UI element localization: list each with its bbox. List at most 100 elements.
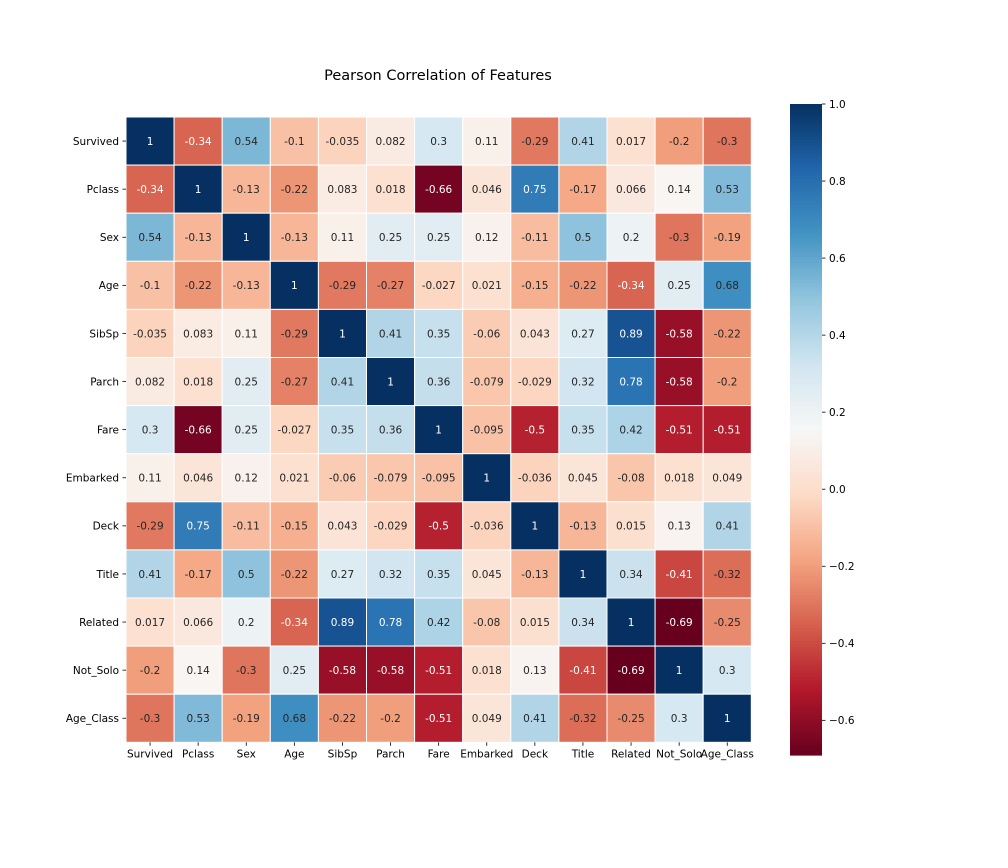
heatmap-cell [414,453,464,503]
heatmap-cell [558,260,608,310]
heatmap-cell [317,645,367,695]
colorbar-tick-label: 0.2 [829,407,846,419]
cell-value-label: 0.78 [619,376,642,388]
colorbar-segment [790,533,822,538]
colorbar-segment [790,494,822,499]
colorbar-segment [790,273,822,278]
colorbar-segment [790,712,822,717]
colorbar-segment [790,110,822,115]
heatmap-cell [606,501,656,551]
x-tick-label: Parch [376,748,405,760]
heatmap-cell [654,357,704,407]
heatmap-cell [510,597,560,647]
heatmap-cell [221,260,271,310]
colorbar-segment [790,296,822,300]
cell-value-label: 1 [724,713,731,725]
heatmap-cell [366,260,416,310]
cell-value-label: 0.54 [138,232,162,244]
cell-value-label: -0.51 [425,665,452,677]
cell-value-label: -0.58 [377,665,404,677]
heatmap-cell [702,645,752,695]
colorbar-segment [790,520,822,525]
colorbar-segment [790,738,822,743]
colorbar-segment [790,172,822,177]
cell-value-label: -0.13 [233,184,260,196]
cell-value-label: 0.015 [616,521,646,533]
colorbar-segment [790,728,822,733]
cell-value-label: -0.34 [136,184,163,196]
colorbar-segment [790,488,822,492]
colorbar-segment [790,279,822,284]
colorbar-segment [790,598,822,603]
cell-value-label: 0.53 [716,184,739,196]
colorbar-segment [790,224,822,229]
heatmap-cell [414,308,464,358]
cell-value-label: -0.3 [140,713,161,725]
cell-value-label: 0.14 [667,184,691,196]
colorbar-segment [790,361,822,365]
colorbar-segment [790,540,822,545]
cell-value-label: 0.35 [427,328,450,340]
heatmap-cell [462,116,512,166]
heatmap-cell [702,212,752,262]
colorbar-segment [790,341,822,346]
colorbar-segment [790,722,822,727]
colorbar-segment [790,230,822,235]
x-tick-label: Fare [428,748,450,760]
colorbar-segment [790,741,822,746]
cell-value-label: 1 [291,280,298,292]
heatmap-cell [269,693,319,743]
heatmap-cell [366,549,416,599]
heatmap-cell [269,597,319,647]
colorbar-segment [790,315,822,320]
colorbar-segment [790,621,822,626]
colorbar-tick-label: −0.2 [829,561,855,573]
colorbar-segment [790,452,822,457]
heatmap-cell [510,164,560,214]
cell-value-label: 0.32 [379,569,402,581]
heatmap-cell [173,357,223,407]
colorbar-segment [790,390,822,395]
colorbar-segment [790,523,822,528]
cell-value-label: -0.34 [281,617,308,629]
heatmap-cell [606,212,656,262]
colorbar-segment [790,530,822,535]
cell-value-label: 0.27 [571,328,594,340]
cell-value-label: 0.32 [571,376,594,388]
y-tick-label: Age [99,280,119,292]
x-tick-label: Embarked [460,748,513,760]
cell-value-label: -0.036 [518,473,552,485]
colorbar-segment [790,602,822,606]
heatmap-cell [221,212,271,262]
y-tick-label: Pclass [87,184,119,196]
colorbar-segment [790,286,822,291]
x-tick-labels: Survived Pclass Sex Age SibSp Parch Fare Embark… [127,742,754,760]
colorbar-segment [790,247,822,252]
cell-value-label: 0.066 [183,617,213,629]
colorbar: 1.0 0.8 0.6 0.4 0.2 0.0 −0.2 −0.4 −0.6 [790,99,855,756]
colorbar-segment [790,615,822,619]
colorbar-segment [790,497,822,502]
colorbar-segment [790,693,822,698]
colorbar-segment [790,416,822,421]
heatmap-cell [221,501,271,551]
colorbar-segment [790,185,822,190]
colorbar-segment [790,149,822,154]
cell-value-label: 1 [339,328,346,340]
heatmap-cell [702,164,752,214]
cell-value-label: -0.29 [329,280,356,292]
colorbar-segment [790,113,822,118]
colorbar-segment [790,107,822,112]
cell-value-label: -0.079 [374,473,408,485]
colorbar-segment [790,325,822,330]
heatmap-cell [558,212,608,262]
heatmap-cell [510,357,560,407]
colorbar-tick-label: 0.6 [829,253,846,265]
heatmap-cell [510,405,560,455]
heatmap-cell [702,693,752,743]
cell-value-label: -0.1 [140,280,161,292]
heatmap-cell [221,549,271,599]
colorbar-segment [790,393,822,398]
heatmap-cell [269,260,319,310]
